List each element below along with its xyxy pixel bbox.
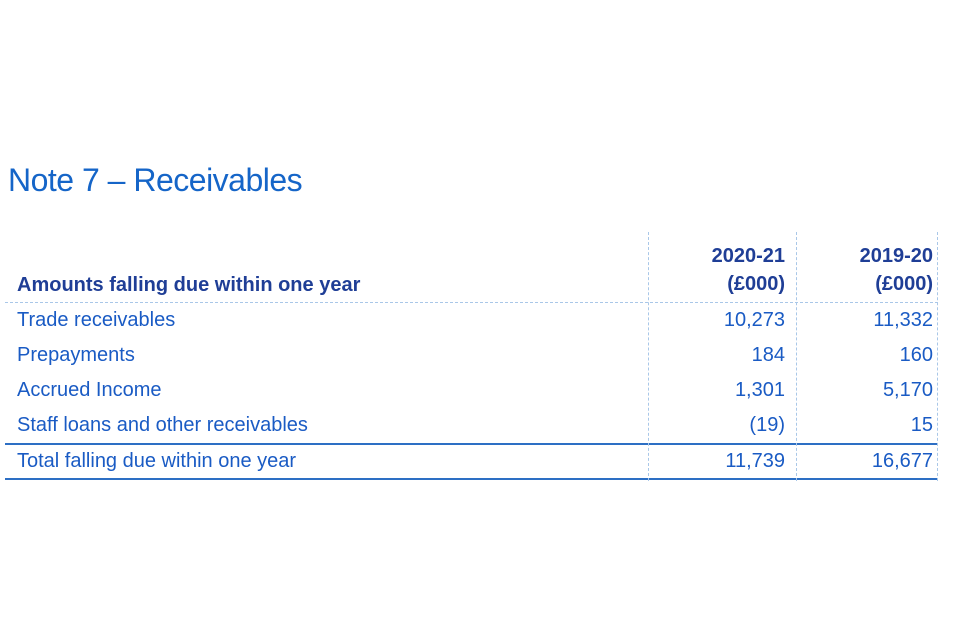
row-value-2019-20: 5,170 (882, 379, 933, 401)
table-total-row: Total falling due within one year 11,739… (5, 443, 938, 480)
table-row: Trade receivables 10,273 11,332 (5, 303, 938, 338)
table-row: Prepayments 184 160 (5, 338, 938, 373)
total-value-2019-20: 16,677 (871, 450, 933, 472)
row-value-2020-21: 184 (751, 344, 785, 366)
total-row-label: Total falling due within one year (17, 450, 297, 472)
row-value-2019-20: 15 (910, 414, 933, 436)
row-value-2019-20: 11,332 (873, 309, 933, 331)
table-row: Staff loans and other receivables (19) 1… (5, 408, 938, 443)
header-year-2019-20: 2019-20 (859, 245, 933, 267)
row-value-2020-21: 10,273 (723, 309, 785, 331)
table-row: Accrued Income 1,301 5,170 (5, 373, 938, 408)
row-label: Accrued Income (17, 379, 162, 401)
header-year-2020-21: 2020-21 (711, 245, 785, 267)
total-value-2020-21: 11,739 (725, 450, 785, 472)
column-divider-3 (937, 232, 938, 481)
receivables-table: Amounts falling due within one year 2020… (5, 232, 938, 481)
row-label: Trade receivables (17, 309, 176, 331)
column-divider-1 (648, 232, 649, 481)
row-value-2019-20: 160 (899, 344, 933, 366)
row-value-2020-21: 1,301 (734, 379, 785, 401)
column-divider-2 (796, 232, 797, 481)
row-label: Staff loans and other receivables (17, 414, 308, 436)
header-unit-2020-21: (£000) (727, 273, 785, 295)
header-unit-2019-20: (£000) (875, 273, 933, 295)
header-col-2020-21: 2020-21 (£000) (648, 242, 796, 302)
header-col-2019-20: 2019-20 (£000) (796, 242, 938, 302)
table-header-row: Amounts falling due within one year 2020… (5, 232, 938, 303)
row-label: Prepayments (17, 344, 135, 366)
page-title: Note 7 – Receivables (8, 162, 303, 198)
row-value-2020-21: (19) (749, 414, 785, 436)
header-row-label: Amounts falling due within one year (17, 274, 361, 296)
